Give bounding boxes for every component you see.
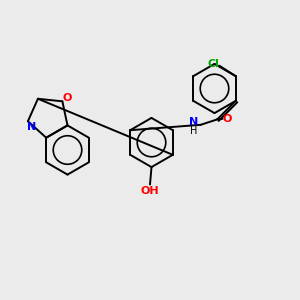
Text: H: H — [190, 126, 198, 136]
Text: O: O — [62, 93, 72, 103]
Text: O: O — [222, 114, 232, 124]
Text: N: N — [190, 117, 199, 128]
Text: N: N — [27, 122, 36, 132]
Text: Cl: Cl — [208, 59, 220, 69]
Text: OH: OH — [141, 186, 159, 196]
